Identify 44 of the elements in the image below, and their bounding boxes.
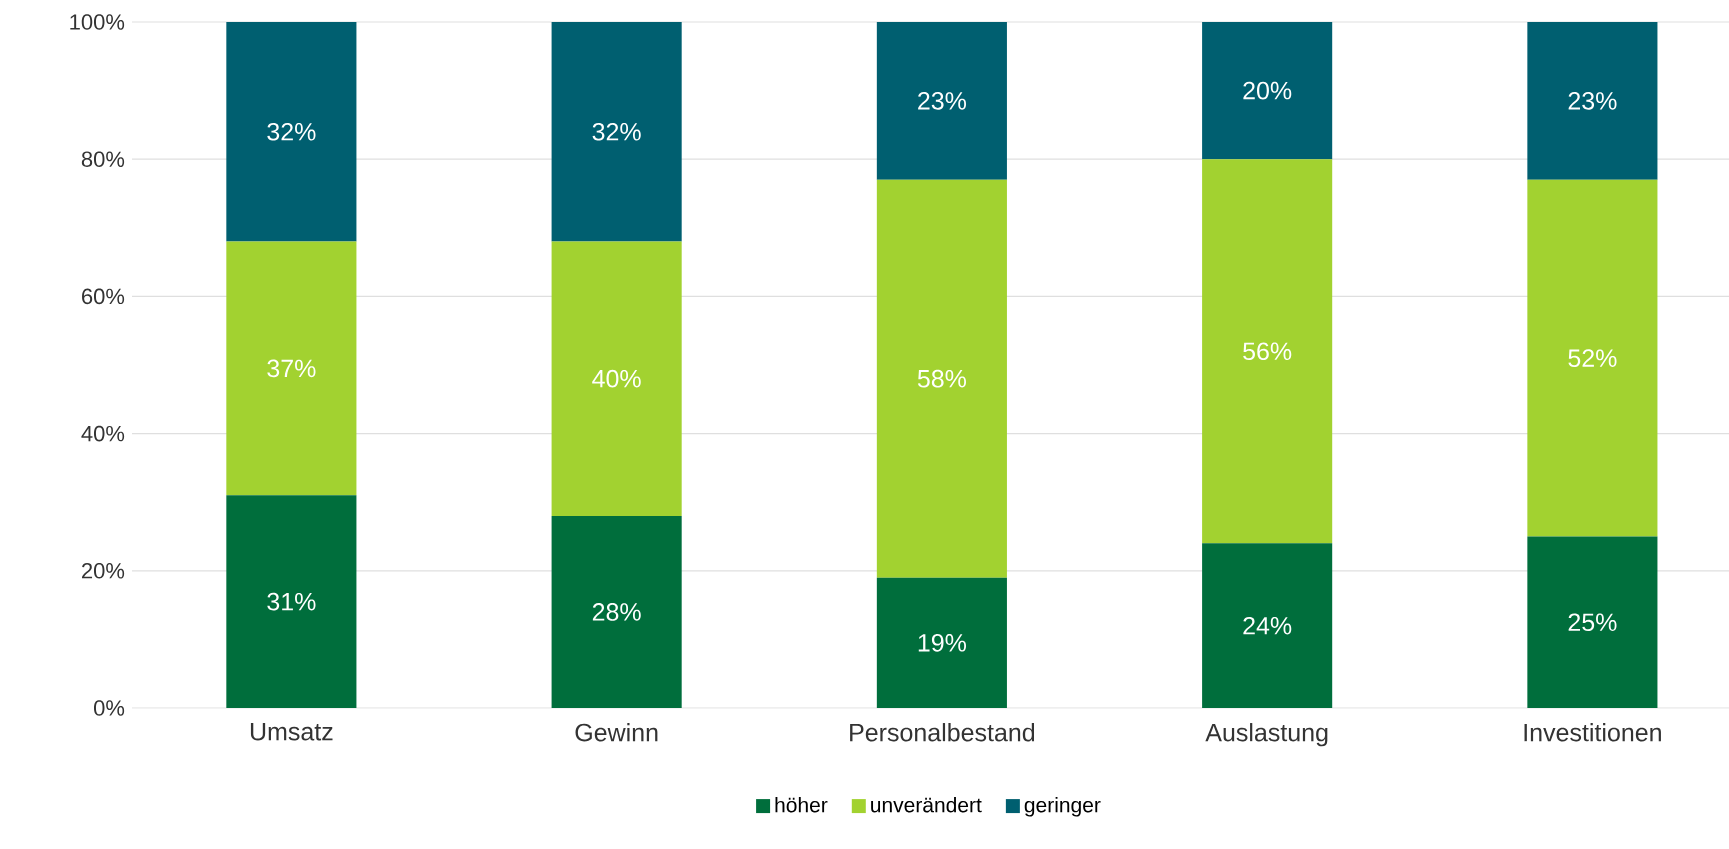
y-tick-label: 80% bbox=[81, 151, 125, 167]
data-label: 23% bbox=[1568, 92, 1617, 110]
bar bbox=[551, 21, 682, 242]
bar bbox=[551, 515, 682, 708]
bar bbox=[1202, 543, 1333, 708]
data-label: 56% bbox=[1243, 342, 1292, 361]
x-tick-label: Umsatz bbox=[250, 723, 333, 741]
bar bbox=[876, 21, 1007, 180]
data-label: 23% bbox=[918, 92, 966, 110]
y-tick-label: 60% bbox=[82, 288, 125, 305]
y-tick-label: 100% bbox=[70, 14, 125, 30]
x-tick-label: Investitionen bbox=[1524, 723, 1661, 742]
bar bbox=[1202, 159, 1333, 544]
data-label: 20% bbox=[1243, 81, 1292, 100]
bar bbox=[226, 241, 357, 496]
bar bbox=[1527, 21, 1658, 180]
x-tick-label: Auslastung bbox=[1205, 723, 1328, 747]
y-tick-label: 20% bbox=[82, 563, 125, 579]
data-label: 28% bbox=[592, 603, 641, 621]
legend-label: geringer bbox=[1024, 796, 1101, 817]
data-label: 24% bbox=[1243, 616, 1292, 635]
data-label: 32% bbox=[592, 122, 641, 141]
y-tick-label: 0% bbox=[93, 700, 125, 716]
x-tick-label: Personalbestand bbox=[850, 723, 1035, 742]
bar bbox=[1527, 536, 1658, 708]
legend-label: unverändert bbox=[871, 796, 982, 813]
data-label: 52% bbox=[1568, 349, 1617, 367]
bar bbox=[876, 179, 1007, 578]
legend-label: höher bbox=[775, 796, 828, 813]
data-label: 19% bbox=[918, 633, 966, 652]
data-label: 37% bbox=[267, 359, 316, 378]
data-label: 58% bbox=[917, 369, 966, 388]
bar bbox=[226, 21, 357, 242]
data-label: 32% bbox=[267, 122, 316, 141]
bar bbox=[1202, 21, 1333, 160]
x-tick-label: Gewinn bbox=[575, 723, 658, 742]
data-label: 40% bbox=[592, 369, 641, 388]
data-label: 25% bbox=[1568, 613, 1617, 632]
bar bbox=[551, 241, 682, 516]
data-label: 31% bbox=[267, 592, 316, 611]
bar bbox=[876, 577, 1007, 708]
y-tick-label: 40% bbox=[81, 425, 125, 442]
bar bbox=[1527, 179, 1658, 537]
bar bbox=[226, 495, 357, 708]
